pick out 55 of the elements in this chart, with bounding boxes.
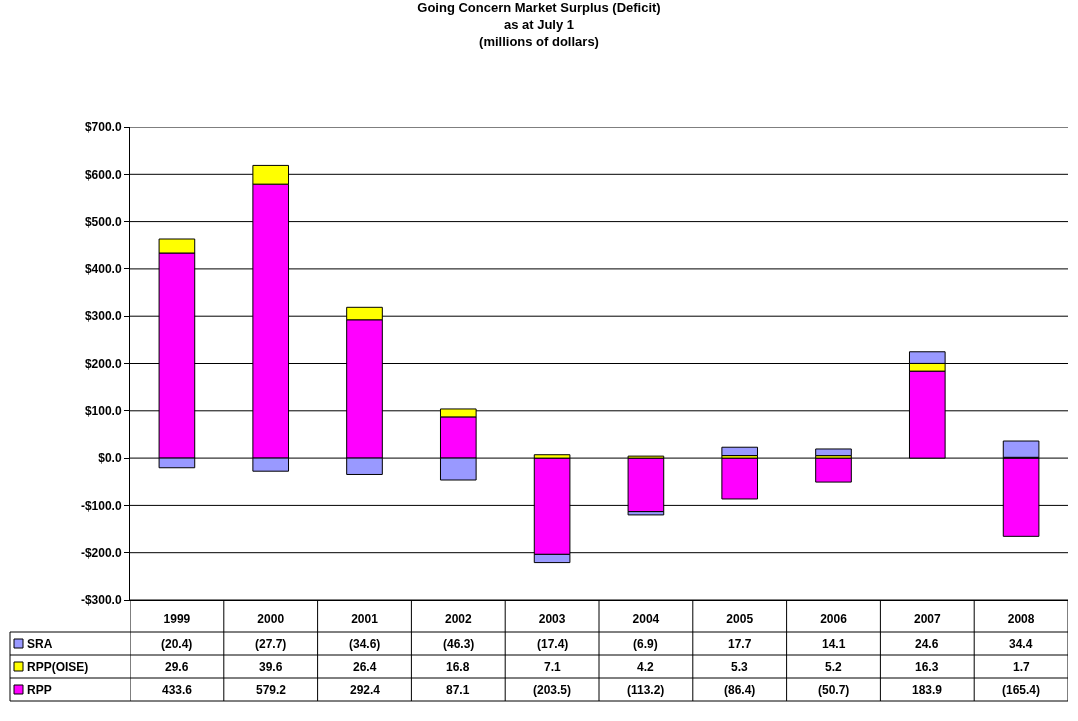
data-label: 16.8 [446, 660, 470, 674]
data-label: 24.6 [915, 637, 939, 651]
data-label: (203.5) [533, 683, 572, 697]
x-tick-label: 2002 [444, 612, 472, 627]
legend-label: SRA [27, 637, 53, 651]
y-tick-label: $300.0 [84, 309, 122, 324]
data-label: (50.7) [818, 683, 850, 697]
data-label: 39.6 [259, 660, 283, 674]
x-tick-label: 2003 [538, 612, 566, 627]
x-tick-label: 2004 [632, 612, 660, 627]
x-tick-label: 2005 [726, 612, 754, 627]
legend-label: RPP(OISE) [27, 660, 89, 674]
data-label: (34.6) [349, 637, 381, 651]
y-tick-label: $0.0 [98, 451, 122, 466]
x-tick-label: 1999 [163, 612, 191, 627]
y-tick-label: $700.0 [84, 120, 122, 135]
data-label: (17.4) [537, 637, 569, 651]
data-label: 14.1 [822, 637, 846, 651]
data-label: 292.4 [350, 683, 381, 697]
y-tick-label: $400.0 [84, 262, 122, 277]
data-label: 1.7 [1013, 660, 1031, 674]
data-label: 5.2 [825, 660, 843, 674]
data-label: 34.4 [1009, 637, 1033, 651]
data-label: (20.4) [161, 637, 193, 651]
data-label: 433.6 [162, 683, 193, 697]
y-tick-label: $600.0 [84, 167, 122, 182]
data-label: (27.7) [255, 637, 287, 651]
y-tick-label: $100.0 [84, 404, 122, 418]
y-tick-label: -$200.0 [80, 545, 122, 560]
legend-label: RPP [27, 683, 52, 697]
x-tick-label: 2000 [257, 612, 285, 627]
x-tick-label: 2008 [1007, 612, 1035, 627]
y-tick-label: $200.0 [84, 356, 122, 371]
data-label: 7.1 [544, 660, 562, 674]
x-tick-label: 2006 [820, 612, 848, 627]
data-label: (113.2) [627, 683, 665, 697]
y-tick-label: -$300.0 [80, 593, 122, 608]
chart-title: Going Concern Market Surplus (Deficit) as at July 1 (millions of dollars) [417, 0, 661, 49]
data-label: 4.2 [637, 660, 655, 674]
data-label: (46.3) [443, 637, 475, 651]
data-label: (86.4) [724, 683, 756, 697]
data-label: 5.3 [731, 660, 749, 674]
data-label: 183.9 [912, 683, 943, 697]
data-label: (6.9) [633, 637, 658, 651]
data-label: (165.4) [1002, 683, 1041, 697]
x-tick-label: 2001 [351, 612, 379, 627]
data-label: 579.2 [256, 683, 287, 697]
data-label: 16.3 [915, 660, 939, 674]
y-tick-label: $500.0 [84, 214, 122, 229]
data-label: 87.1 [446, 683, 470, 697]
data-label: 29.6 [165, 660, 189, 674]
data-label: 26.4 [353, 660, 377, 674]
y-tick-label: -$100.0 [80, 498, 122, 513]
data-label: 17.7 [728, 637, 752, 651]
x-tick-label: 2007 [913, 612, 941, 627]
